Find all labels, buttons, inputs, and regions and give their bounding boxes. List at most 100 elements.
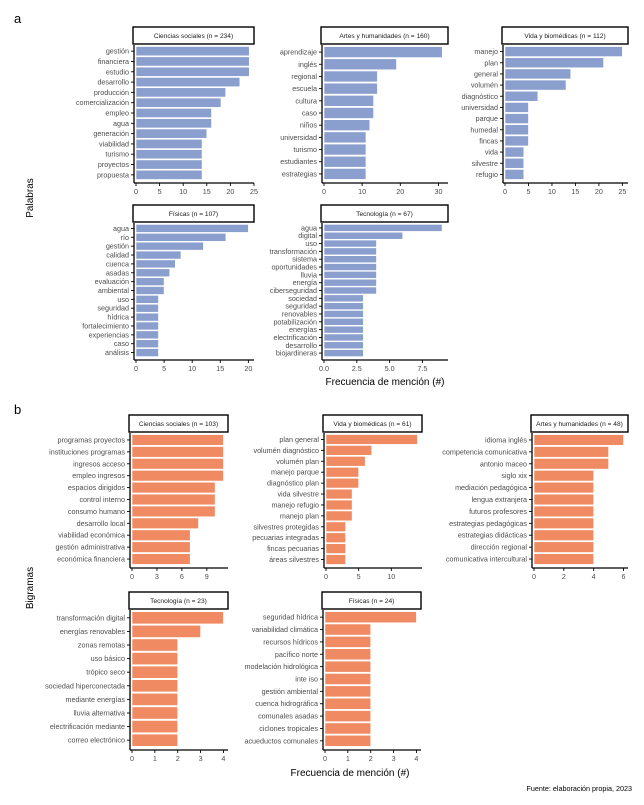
y-tick-label: turismo xyxy=(293,145,317,154)
y-tick-label: zonas remotas xyxy=(78,641,126,650)
y-tick-label: transformación digital xyxy=(57,613,126,622)
facet-panel: Tecnología (n = 67) aguadigitalusotransfo… xyxy=(269,204,449,373)
bar xyxy=(323,317,364,326)
bar xyxy=(533,529,594,541)
bar xyxy=(135,97,222,108)
bar xyxy=(135,241,204,251)
y-tick-label: estrategias didácticas xyxy=(458,531,528,540)
y-tick-label: parque xyxy=(476,114,498,123)
bar xyxy=(324,673,372,685)
y-tick-label: recursos hídricos xyxy=(263,637,318,646)
bar xyxy=(135,250,182,260)
y-tick-label: fortalecimiento xyxy=(82,321,129,330)
y-tick-label: lluvia xyxy=(301,270,317,279)
bar xyxy=(135,108,212,118)
bar xyxy=(533,481,594,494)
facet-strip xyxy=(132,26,255,45)
x-tick-label: 0 xyxy=(503,187,507,196)
bar xyxy=(135,149,203,160)
bar xyxy=(323,70,378,83)
y-tick-label: aprendizaje xyxy=(280,48,317,57)
y-tick-label: uso básico xyxy=(91,654,125,663)
x-axis-title-bigrams: Frecuencia de mención (#) xyxy=(291,768,410,779)
y-tick-label: competencia comunicativa xyxy=(442,447,527,456)
x-tick-label: 5 xyxy=(357,572,361,581)
bar xyxy=(533,493,594,506)
x-tick-label: 20 xyxy=(226,187,234,196)
bar xyxy=(135,277,165,286)
bar xyxy=(325,532,346,543)
y-tick-label: sistema xyxy=(292,255,317,264)
bar xyxy=(323,119,371,131)
y-tick-label: ciclones tropicales xyxy=(259,724,318,733)
x-tick-label: 10 xyxy=(387,572,395,581)
facet-panel: Ciencias sociales (n = 103) programas pro… xyxy=(49,414,229,581)
y-tick-label: programas proyectos xyxy=(57,435,125,444)
bar xyxy=(323,131,367,144)
x-tick-label: 0 xyxy=(130,754,134,763)
y-tick-label: sociedad hiperconectada xyxy=(45,681,125,690)
facet-title: Físicas (n = 107) xyxy=(169,211,218,218)
x-tick-label: 2.5 xyxy=(352,364,362,373)
bar xyxy=(324,710,372,722)
bar xyxy=(135,259,176,269)
bar xyxy=(323,325,364,334)
y-tick-label: vida silvestre xyxy=(277,490,319,499)
x-tick-label: 25 xyxy=(250,187,258,196)
y-tick-label: energías renovables xyxy=(60,627,126,636)
facet-title: Vida y biomédicas (n = 61) xyxy=(333,421,411,428)
y-tick-label: gestión administrativa xyxy=(55,543,125,552)
y-tick-label: desarrollo xyxy=(285,341,317,350)
bar xyxy=(135,348,159,357)
facet-panel: Ciencias sociales (n = 234) gestiónfinanc… xyxy=(76,26,258,196)
x-axis-title-words: Frecuencia de mención (#) xyxy=(326,377,445,388)
bar xyxy=(131,517,199,529)
x-tick-label: 20 xyxy=(396,187,404,196)
bar xyxy=(323,349,364,357)
bar xyxy=(131,470,224,482)
y-tick-label: estrategias pedagógicas xyxy=(449,519,527,528)
bar xyxy=(323,58,397,71)
y-tick-label: silvestre xyxy=(472,159,498,168)
facet-strip xyxy=(128,591,229,610)
bar xyxy=(325,499,353,511)
bar xyxy=(131,493,216,506)
bar xyxy=(135,224,249,233)
bar xyxy=(323,302,364,310)
x-tick-label: 6 xyxy=(180,572,184,581)
x-tick-label: 0 xyxy=(322,187,326,196)
x-tick-label: 20 xyxy=(244,364,252,373)
x-tick-label: 30 xyxy=(434,187,442,196)
bar xyxy=(131,624,201,638)
facet-title: Tecnología (n = 67) xyxy=(356,211,413,218)
y-tick-label: manejo xyxy=(474,47,498,56)
bar xyxy=(504,157,525,169)
y-tick-label: seguridad xyxy=(285,302,317,311)
x-tick-label: 10 xyxy=(548,187,556,196)
bar xyxy=(135,295,159,304)
x-tick-label: 25 xyxy=(618,187,626,196)
x-tick-label: 15 xyxy=(216,364,224,373)
bar xyxy=(135,286,165,295)
y-tick-label: evaluación xyxy=(95,277,129,286)
bar xyxy=(135,159,203,170)
bar xyxy=(533,470,594,482)
bar xyxy=(323,46,443,58)
facet-panel: Vida y biomédicas (n = 61) plan general vo… xyxy=(252,414,423,581)
bar xyxy=(323,224,443,232)
bar xyxy=(131,481,216,494)
x-tick-label: 15 xyxy=(203,187,211,196)
y-tick-label: hídrica xyxy=(107,313,129,322)
bar xyxy=(324,636,372,648)
y-tick-label: fincas xyxy=(479,136,498,145)
bar xyxy=(504,135,529,147)
bar xyxy=(533,505,594,518)
bar xyxy=(135,312,159,322)
y-tick-label: viabilidad económica xyxy=(58,531,125,540)
bar xyxy=(533,458,609,470)
bar xyxy=(131,665,179,679)
bar xyxy=(135,77,241,88)
bar xyxy=(135,233,227,242)
x-tick-label: 0 xyxy=(324,572,328,581)
bar xyxy=(323,95,374,107)
